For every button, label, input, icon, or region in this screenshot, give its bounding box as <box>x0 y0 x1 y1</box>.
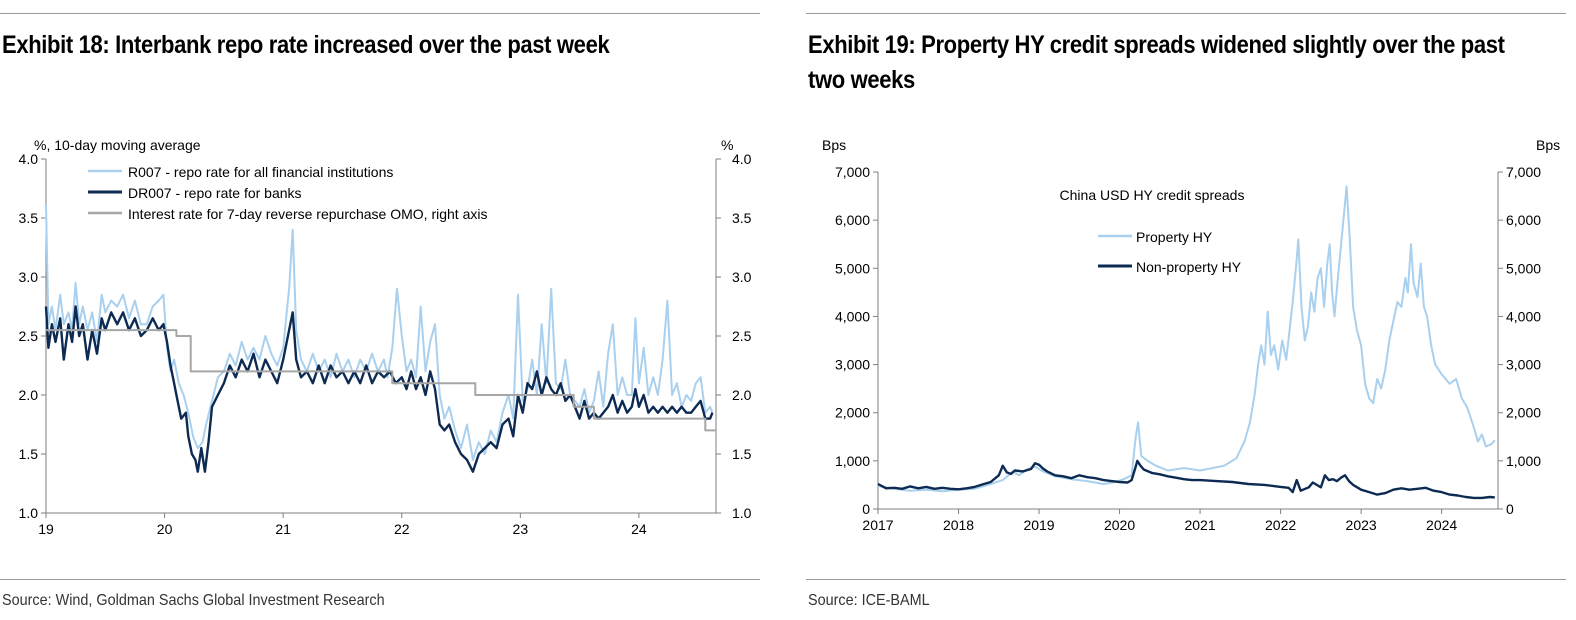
legend-label-nonproperty: Non-property HY <box>1136 259 1242 275</box>
x-tick-label: 2018 <box>943 517 974 533</box>
y-tick-label-left: 3,000 <box>835 357 870 373</box>
x-tick-label: 2020 <box>1104 517 1135 533</box>
exhibit-19-chart: Bps Bps 0 0 1,000 1,000 2,000 2,000 3,000 3,000… <box>822 137 1560 533</box>
exhibit-18-title: Exhibit 18: Interbank repo rate increase… <box>2 31 610 59</box>
y-tick-label-left: 1.0 <box>19 505 39 521</box>
y-tick-label-left: 1,000 <box>835 453 870 469</box>
y-tick-label-right: 6,000 <box>1506 212 1541 228</box>
y-tick-label-right: 1.5 <box>732 446 752 462</box>
y-tick-label-left: 0 <box>862 501 870 517</box>
x-tick-label: 2019 <box>1023 517 1054 533</box>
x-tick-label: 2022 <box>1265 517 1296 533</box>
y-tick-label-right: 5,000 <box>1506 260 1541 276</box>
y-tick-label-right: 3.0 <box>732 269 752 285</box>
bottom-rule <box>806 579 1566 580</box>
exhibit-18-panel: Exhibit 18: Interbank repo rate increase… <box>0 0 760 620</box>
x-tick-label: 2021 <box>1184 517 1215 533</box>
top-rule <box>0 13 760 14</box>
y-tick-label-left: 2.5 <box>19 328 39 344</box>
left-axis-label: Bps <box>822 137 846 153</box>
x-tick-label: 23 <box>513 521 529 537</box>
exhibit-19-source: Source: ICE-BAML <box>808 592 930 609</box>
legend-label-property: Property HY <box>1136 229 1213 245</box>
left-axis-label: %, 10-day moving average <box>34 137 201 153</box>
y-tick-label-right: 2.5 <box>732 328 752 344</box>
y-tick-label-right: 3,000 <box>1506 357 1541 373</box>
y-tick-label-right: 2,000 <box>1506 405 1541 421</box>
legend-label-dr007: DR007 - repo rate for banks <box>128 185 302 201</box>
exhibit-18-chart: %, 10-day moving average % 1.0 1.0 1.5 1.5 2… <box>19 137 752 537</box>
x-tick-label: 24 <box>631 521 647 537</box>
legend-title: China USD HY credit spreads <box>1060 187 1245 203</box>
y-tick-label-left: 4,000 <box>835 308 870 324</box>
y-tick-label-left: 4.0 <box>19 151 39 167</box>
y-tick-label-right: 4.0 <box>732 151 752 167</box>
right-axis-label: % <box>721 137 733 153</box>
legend-label-omo: Interest rate for 7-day reverse repurcha… <box>128 206 487 222</box>
exhibit-18-source: Source: Wind, Goldman Sachs Global Inves… <box>2 592 385 609</box>
exhibit-19-title: Exhibit 19: Property HY credit spreads w… <box>808 31 1505 94</box>
y-tick-label-right: 4,000 <box>1506 308 1541 324</box>
legend-label-r007: R007 - repo rate for all financial insti… <box>128 164 393 180</box>
x-tick-label: 21 <box>275 521 291 537</box>
y-tick-label-left: 3.0 <box>19 269 39 285</box>
x-tick-label: 19 <box>38 521 54 537</box>
y-tick-label-right: 7,000 <box>1506 164 1541 180</box>
x-tick-label: 2023 <box>1346 517 1377 533</box>
x-tick-label: 22 <box>394 521 410 537</box>
series-line-nonproperty <box>877 459 1495 500</box>
y-tick-label-left: 7,000 <box>835 164 870 180</box>
exhibit-19-panel: Exhibit 19: Property HY credit spreads w… <box>806 0 1566 620</box>
x-tick-label: 20 <box>157 521 173 537</box>
x-tick-label: 2017 <box>862 517 893 533</box>
y-tick-label-left: 1.5 <box>19 446 39 462</box>
series-line-interest <box>46 329 716 432</box>
y-tick-label-right: 2.0 <box>732 387 752 403</box>
y-tick-label-left: 2.0 <box>19 387 39 403</box>
y-tick-label-left: 3.5 <box>19 210 39 226</box>
bottom-rule <box>0 579 760 580</box>
y-tick-label-right: 1,000 <box>1506 453 1541 469</box>
series-line-property <box>877 185 1496 493</box>
y-tick-label-right: 3.5 <box>732 210 752 226</box>
series-line-r007 <box>45 203 714 461</box>
y-tick-label-left: 5,000 <box>835 260 870 276</box>
y-tick-label-left: 2,000 <box>835 405 870 421</box>
y-tick-label-right: 1.0 <box>732 505 752 521</box>
y-tick-label-right: 0 <box>1506 501 1514 517</box>
x-tick-label: 2024 <box>1426 517 1457 533</box>
right-axis-label: Bps <box>1536 137 1560 153</box>
top-rule <box>806 13 1566 14</box>
y-tick-label-left: 6,000 <box>835 212 870 228</box>
